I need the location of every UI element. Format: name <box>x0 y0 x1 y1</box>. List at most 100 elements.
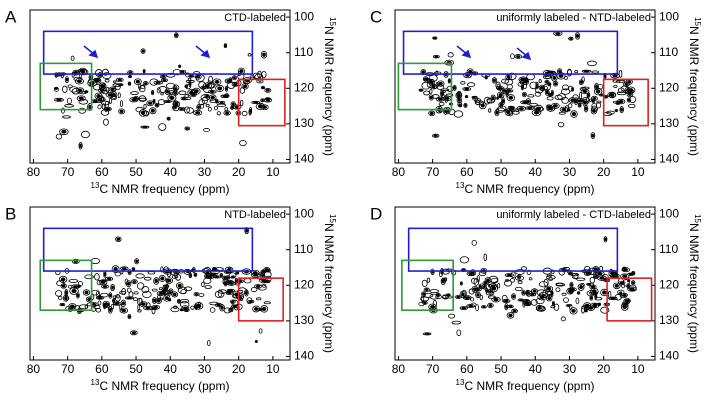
contour-blob <box>597 83 604 90</box>
contour-blob <box>437 97 443 101</box>
region-box <box>402 30 619 75</box>
contour-blob <box>422 300 428 305</box>
x-tick-label: 70 <box>61 362 75 376</box>
contour-blob <box>483 253 487 262</box>
contour-blob <box>266 97 270 100</box>
contour-blob <box>97 97 103 102</box>
contour-blob <box>167 117 170 120</box>
contour-blob <box>165 82 176 89</box>
contour-blob <box>228 282 234 285</box>
contour-blob <box>200 94 211 101</box>
contour-blob <box>501 98 505 104</box>
contour-blob <box>130 330 138 336</box>
contour-blob <box>261 86 265 89</box>
contour-blob <box>186 107 194 114</box>
contour-blob <box>143 103 147 109</box>
contour-blob <box>194 292 199 296</box>
contour-blob <box>527 106 533 110</box>
contour-blob <box>127 281 131 286</box>
x-tick-label: 50 <box>494 165 508 179</box>
region-box <box>401 259 454 311</box>
y-tick-label: 140 <box>294 152 314 166</box>
contour-blob <box>183 308 190 312</box>
contour-blob <box>496 91 505 99</box>
contour-blob <box>551 291 553 296</box>
contour-blob <box>518 107 524 111</box>
contour-blob <box>150 108 155 113</box>
contour-blob <box>92 303 97 306</box>
contour-blob <box>446 85 454 92</box>
contour-blob <box>195 305 198 309</box>
contour-blob <box>62 85 68 93</box>
contour-blob <box>614 284 619 288</box>
contour-blob <box>103 118 109 126</box>
contour-blob <box>463 103 468 108</box>
contour-blob <box>121 301 125 306</box>
y-tick-label: 130 <box>294 313 314 327</box>
contour-blob <box>499 94 502 98</box>
contour-blob <box>525 291 531 296</box>
contour-blob <box>506 312 515 319</box>
contour-blob <box>537 306 542 310</box>
contour-blob <box>142 126 148 129</box>
contour-blob <box>194 89 199 94</box>
contour-blob <box>429 89 433 94</box>
contour-blob <box>224 44 227 48</box>
contour-blob <box>106 277 112 281</box>
contour-blob <box>97 300 102 306</box>
contour-blob <box>152 98 156 104</box>
contour-blob <box>457 92 461 97</box>
contour-blob <box>216 103 227 107</box>
contour-blob <box>523 300 532 307</box>
contour-blob <box>591 70 600 74</box>
contour-blob <box>555 287 561 293</box>
contour-blob <box>603 236 608 243</box>
contour-blob <box>112 295 117 299</box>
contour-blob <box>151 91 154 95</box>
contour-blob <box>188 272 193 279</box>
contour-blob <box>608 296 618 301</box>
contour-blob <box>206 339 211 347</box>
contour-blob <box>208 75 214 84</box>
contour-blob <box>247 53 252 57</box>
contour-blob <box>140 48 146 54</box>
contour-blob <box>554 82 558 86</box>
contour-blob <box>107 93 113 97</box>
contour-blob <box>149 107 157 115</box>
contour-blob <box>142 81 149 86</box>
contour-blob <box>168 92 172 98</box>
contour-blob <box>569 290 573 293</box>
x-tick-label: 60 <box>460 165 474 179</box>
contour-blob <box>128 71 133 74</box>
contour-blob <box>621 283 625 289</box>
y-tick-label: 120 <box>659 277 679 291</box>
contour-blob <box>95 295 105 300</box>
contour-blob <box>260 85 266 90</box>
contour-blob <box>545 295 553 302</box>
contour-blob <box>531 109 542 116</box>
contour-blob <box>521 289 526 296</box>
panel: 80 70 60 50 40 30 20 10 100 110 120 130 140 C uniforml… <box>370 7 702 196</box>
contour-blob <box>145 302 151 309</box>
contour-blob <box>627 89 632 93</box>
contour-blob <box>236 271 239 274</box>
y-tick-label: 110 <box>294 45 313 59</box>
contour-blob <box>134 258 140 265</box>
contour-blob <box>223 43 228 49</box>
contour-blob <box>71 284 81 289</box>
x-tick-label: 10 <box>631 362 645 376</box>
contour-blob <box>250 272 261 278</box>
contour-blob <box>211 267 218 271</box>
contour-blob <box>628 273 633 276</box>
x-tick-label: 10 <box>631 165 645 179</box>
contour-blob <box>538 79 542 84</box>
contour-blob <box>459 306 468 310</box>
contour-blob <box>544 88 550 96</box>
contour-blob <box>508 305 513 308</box>
contour-blob <box>214 276 220 278</box>
contour-blob <box>465 95 468 98</box>
contour-blob <box>506 75 511 79</box>
contour-blob <box>558 69 562 73</box>
contour-blob <box>180 308 183 311</box>
contour-blob <box>117 83 124 87</box>
